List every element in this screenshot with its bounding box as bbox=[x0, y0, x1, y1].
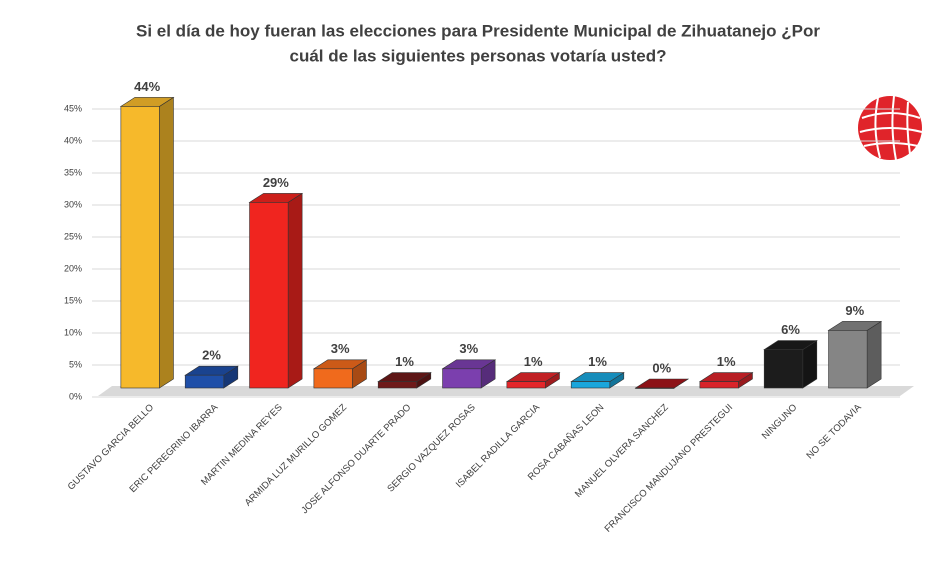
data-label: 2% bbox=[202, 348, 221, 363]
bar bbox=[377, 381, 418, 389]
y-tick-label: 40% bbox=[64, 135, 82, 145]
data-label: 44% bbox=[134, 79, 160, 94]
y-tick-label: 15% bbox=[64, 295, 82, 305]
y-tick-label: 45% bbox=[64, 103, 82, 113]
bar-side bbox=[159, 96, 174, 389]
x-tick-label: JOSE ALFONSO DUARTE PRADO bbox=[299, 402, 413, 516]
chart-title: cuál de las siguientes personas votaría … bbox=[290, 46, 667, 65]
y-tick-label: 25% bbox=[64, 231, 82, 241]
y-tick-label: 0% bbox=[69, 391, 82, 401]
logo bbox=[858, 95, 923, 161]
bar bbox=[763, 349, 804, 389]
y-tick-label: 20% bbox=[64, 263, 82, 273]
bar bbox=[120, 106, 160, 389]
data-label: 1% bbox=[524, 354, 543, 369]
data-label: 9% bbox=[845, 303, 864, 318]
data-label: 1% bbox=[588, 354, 607, 369]
bar bbox=[699, 381, 739, 389]
data-label: 3% bbox=[331, 341, 350, 356]
data-label: 1% bbox=[717, 354, 736, 369]
x-tick-label: FRANCISCO MANDUJANO PRESTEGUI bbox=[603, 402, 735, 534]
data-label: 3% bbox=[459, 341, 478, 356]
bar bbox=[313, 368, 353, 389]
bar bbox=[442, 368, 482, 389]
chart-title: Si el día de hoy fueran las elecciones p… bbox=[136, 21, 820, 40]
x-tick-label: NINGUNO bbox=[760, 402, 800, 442]
bar bbox=[506, 381, 546, 389]
data-label: 6% bbox=[781, 322, 800, 337]
x-tick-label: ARMIDA LUZ MURILLO GOMEZ bbox=[243, 402, 349, 508]
data-label: 1% bbox=[395, 354, 414, 369]
data-label: 29% bbox=[263, 175, 289, 190]
data-label: 0% bbox=[652, 360, 671, 375]
y-tick-label: 5% bbox=[69, 359, 82, 369]
y-tick-label: 35% bbox=[64, 167, 82, 177]
bar-side bbox=[287, 192, 303, 389]
x-tick-label: NO SE TODAVIA bbox=[804, 402, 864, 462]
bar bbox=[249, 202, 289, 389]
y-tick-label: 30% bbox=[64, 199, 82, 209]
bar bbox=[635, 387, 675, 389]
bar bbox=[828, 330, 868, 389]
bar-side bbox=[866, 320, 882, 389]
floor bbox=[98, 386, 914, 396]
bar bbox=[184, 374, 225, 389]
y-tick-label: 10% bbox=[64, 327, 82, 337]
bar bbox=[570, 381, 611, 389]
